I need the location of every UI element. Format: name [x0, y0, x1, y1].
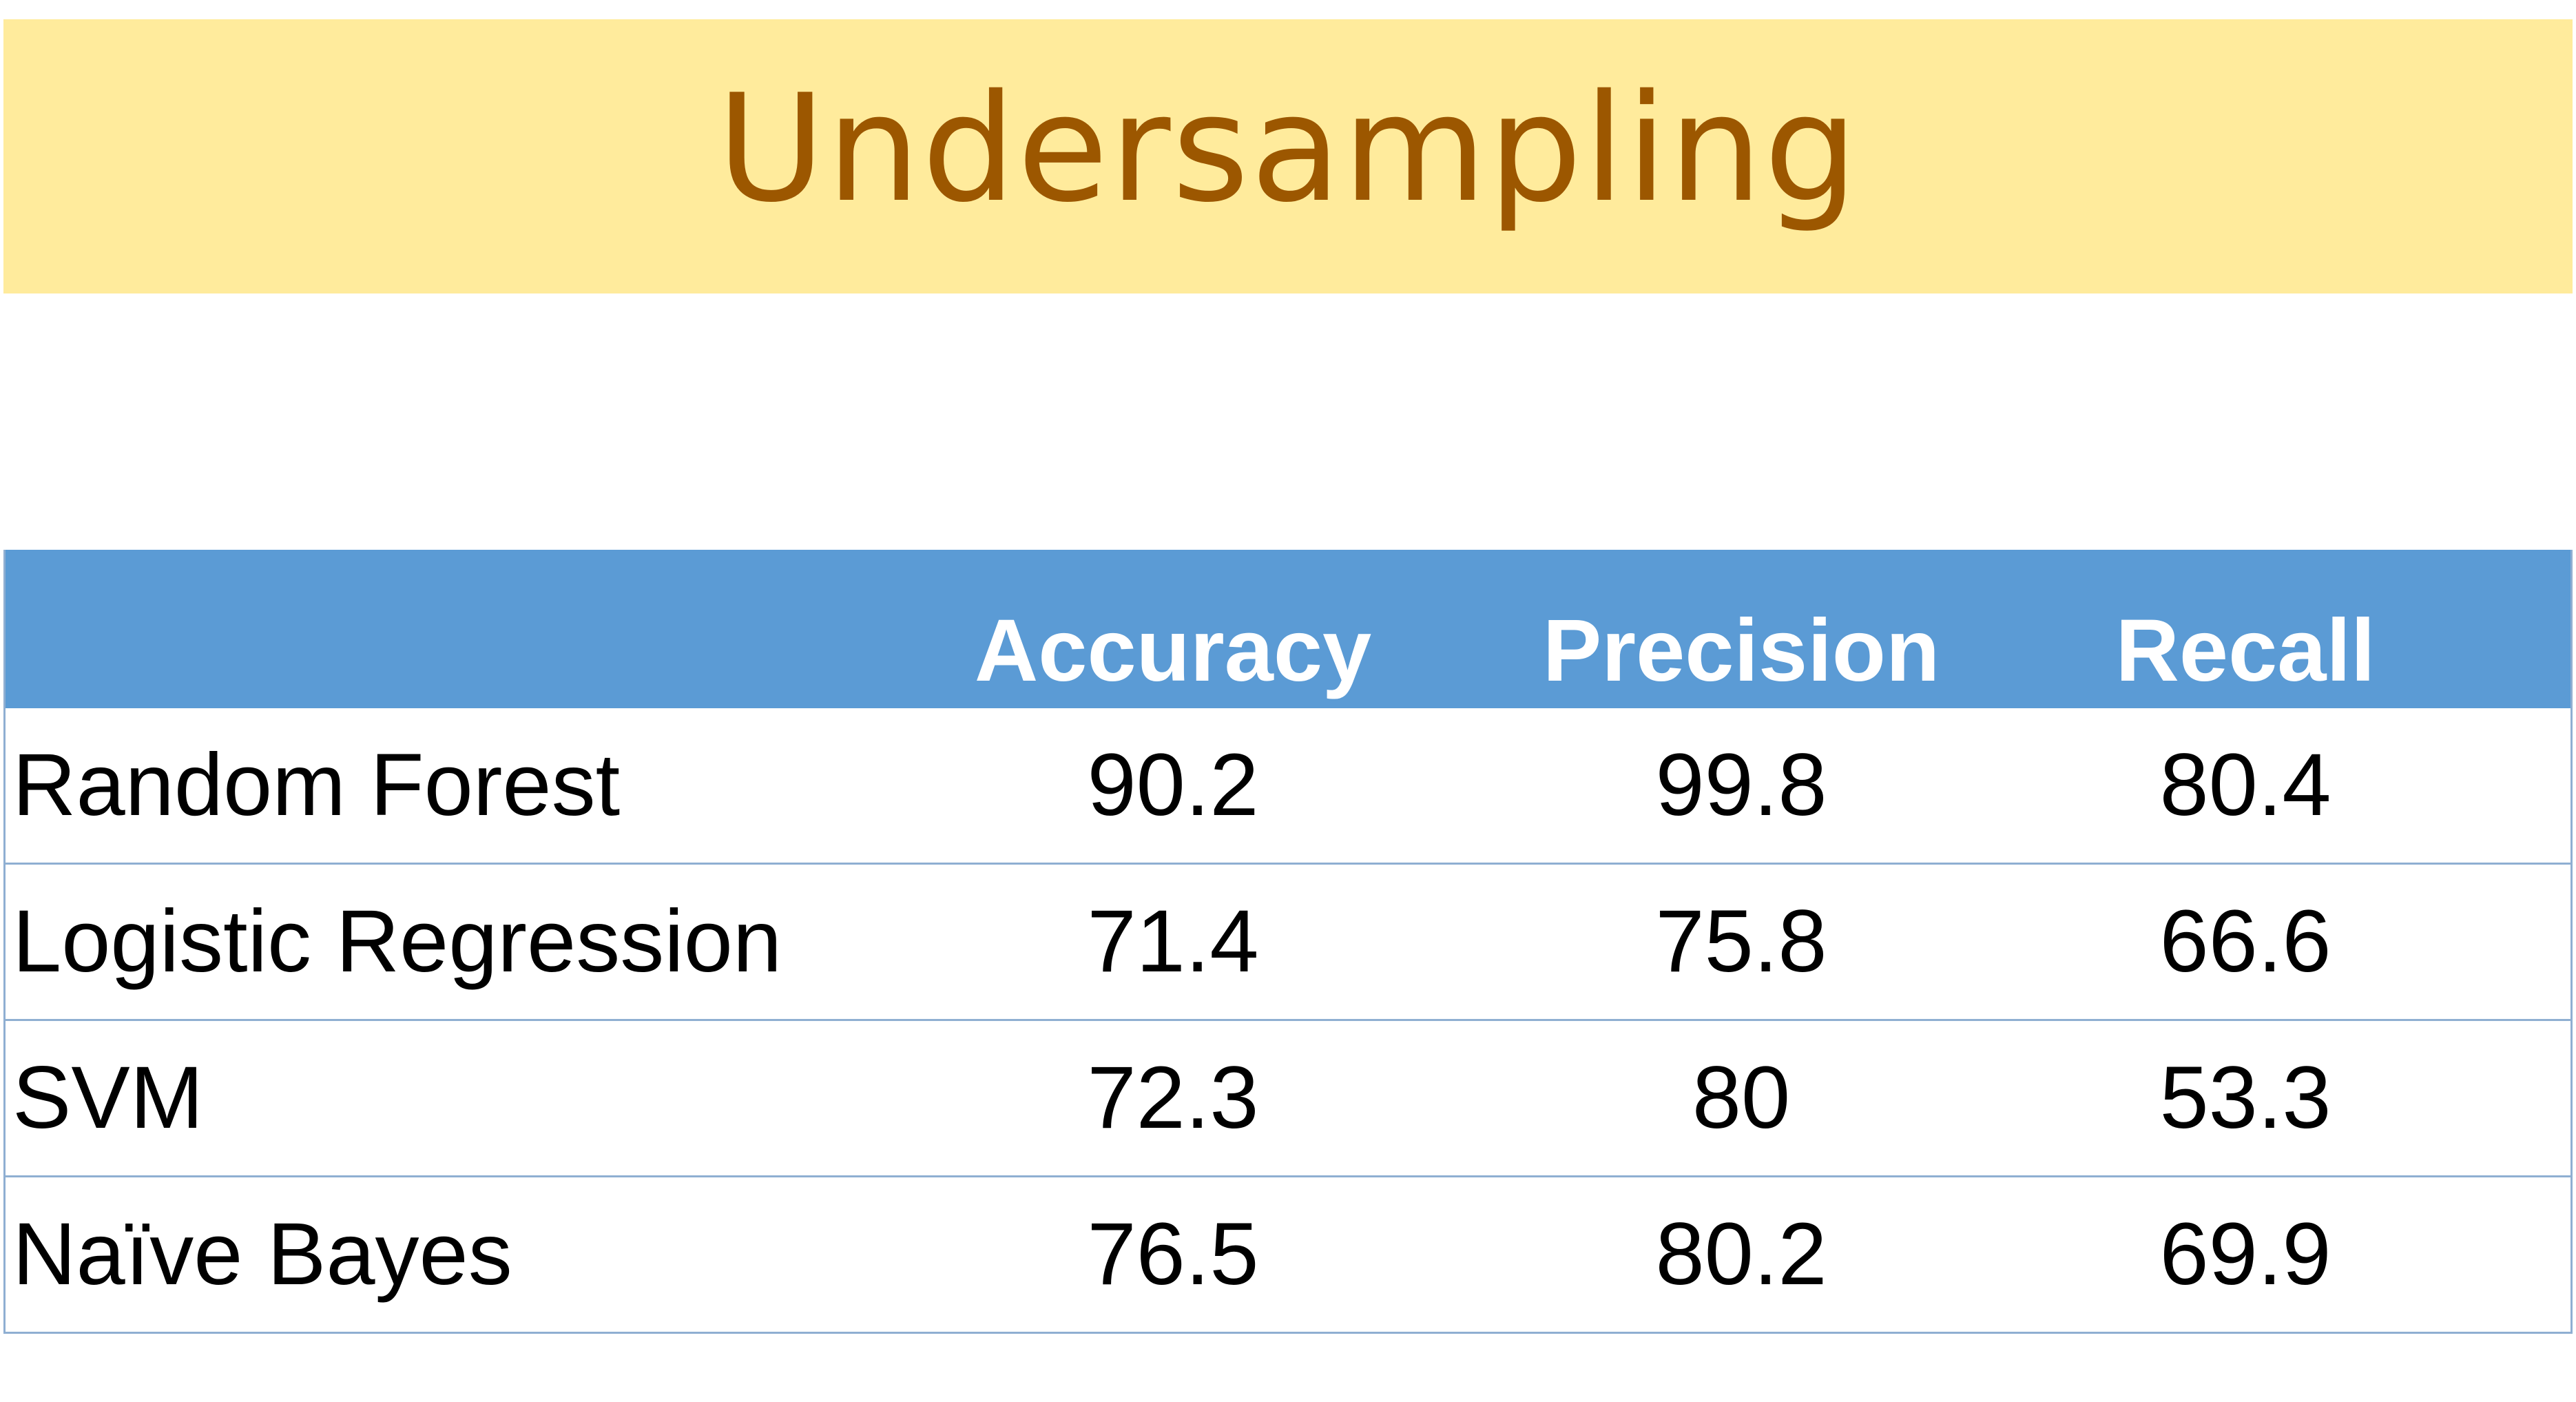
- results-table: Accuracy Precision Recall Random Forest …: [3, 550, 2573, 1334]
- accuracy-value: 72.3: [1087, 1049, 1259, 1147]
- header-cell-precision: Precision: [1542, 601, 1940, 700]
- table-header-row: Accuracy Precision Recall: [6, 550, 2570, 708]
- precision-value: 99.8: [1655, 736, 1827, 834]
- recall-value: 66.6: [2159, 892, 2331, 991]
- row-label: Naïve Bayes: [12, 1205, 512, 1303]
- precision-value: 80.2: [1655, 1205, 1827, 1303]
- table-row: Random Forest 90.2 99.8 80.4: [6, 708, 2570, 865]
- header-cell-recall: Recall: [2115, 601, 2376, 700]
- row-label: Random Forest: [12, 736, 621, 834]
- accuracy-value: 76.5: [1087, 1205, 1259, 1303]
- table-row: SVM 72.3 80 53.3: [6, 1021, 2570, 1177]
- precision-value: 80: [1692, 1049, 1791, 1147]
- page-title: Undersampling: [716, 61, 1860, 235]
- table-row: Logistic Regression 71.4 75.8 66.6: [6, 865, 2570, 1021]
- header-cell-accuracy: Accuracy: [974, 601, 1372, 700]
- title-banner: Undersampling: [3, 19, 2573, 293]
- accuracy-value: 90.2: [1087, 736, 1259, 834]
- row-label: Logistic Regression: [12, 892, 782, 991]
- row-label: SVM: [12, 1049, 204, 1147]
- recall-value: 53.3: [2159, 1049, 2331, 1147]
- recall-value: 69.9: [2159, 1205, 2331, 1303]
- table-row: Naïve Bayes 76.5 80.2 69.9: [6, 1177, 2570, 1334]
- accuracy-value: 71.4: [1087, 892, 1259, 991]
- recall-value: 80.4: [2159, 736, 2331, 834]
- precision-value: 75.8: [1655, 892, 1827, 991]
